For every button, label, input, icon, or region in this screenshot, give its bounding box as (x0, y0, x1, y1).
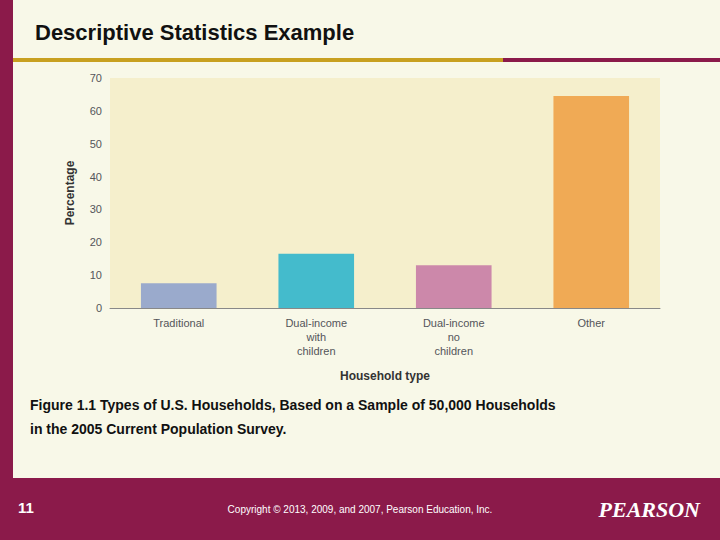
svg-text:Descriptive Statistics Example: Descriptive Statistics Example (35, 20, 354, 45)
svg-text:children: children (434, 345, 473, 357)
svg-text:10: 10 (90, 269, 102, 281)
svg-text:20: 20 (90, 236, 102, 248)
svg-text:with: with (305, 331, 326, 343)
svg-text:Household type: Household type (340, 369, 430, 383)
svg-text:Dual-income: Dual-income (423, 317, 485, 329)
svg-text:Copyright © 2013, 2009, and 20: Copyright © 2013, 2009, and 2007, Pearso… (228, 504, 493, 515)
svg-text:children: children (297, 345, 336, 357)
svg-text:Dual-income: Dual-income (285, 317, 347, 329)
svg-text:Percentage: Percentage (63, 160, 77, 225)
svg-text:30: 30 (90, 203, 102, 215)
svg-text:40: 40 (90, 171, 102, 183)
svg-text:11: 11 (18, 499, 34, 516)
svg-text:70: 70 (90, 72, 102, 84)
svg-text:60: 60 (90, 105, 102, 117)
svg-text:PEARSON: PEARSON (598, 497, 702, 522)
svg-text:Figure 1.1 Types of U.S. House: Figure 1.1 Types of U.S. Households, Bas… (30, 397, 556, 413)
svg-text:no: no (448, 331, 460, 343)
svg-text:in the 2005 Current Population: in the 2005 Current Population Survey. (30, 421, 286, 437)
svg-text:Traditional: Traditional (153, 317, 204, 329)
svg-text:Other: Other (577, 317, 605, 329)
svg-text:0: 0 (96, 302, 102, 314)
svg-text:50: 50 (90, 138, 102, 150)
